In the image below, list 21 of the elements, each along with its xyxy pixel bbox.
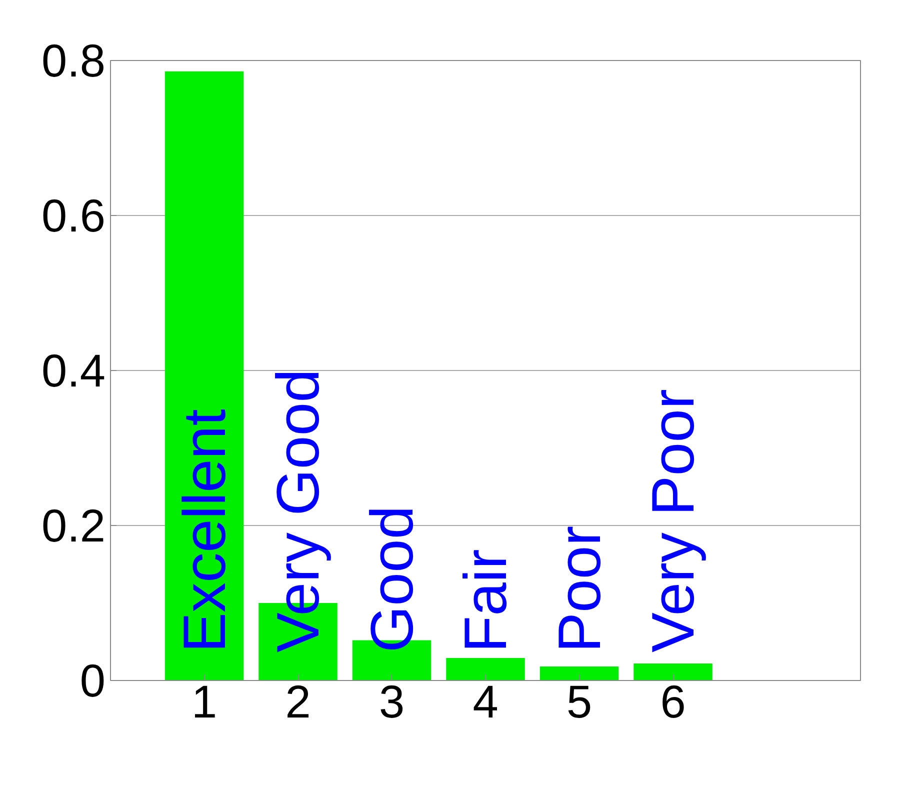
y-tick-label: 0.4 bbox=[42, 344, 106, 396]
y-tick-label: 0.6 bbox=[42, 190, 106, 242]
y-tick-label: 0.8 bbox=[42, 34, 106, 86]
bar bbox=[634, 663, 712, 680]
y-tick-label: 0 bbox=[80, 654, 106, 706]
x-tick-label: 6 bbox=[660, 676, 686, 728]
annotation: Very Poor bbox=[640, 389, 706, 652]
annotation: Very Good bbox=[264, 368, 332, 652]
annotation: Good bbox=[358, 506, 426, 652]
x-tick-label: 4 bbox=[472, 676, 498, 728]
bar bbox=[446, 658, 525, 680]
bar bbox=[540, 666, 619, 680]
annotation: Excellent bbox=[170, 408, 238, 652]
x-tick-label: 2 bbox=[285, 676, 311, 728]
x-tick-label: 3 bbox=[378, 676, 405, 728]
bar bbox=[164, 71, 244, 680]
x-tick-label: 5 bbox=[566, 676, 592, 728]
x-tick-label: 1 bbox=[191, 676, 218, 728]
y-tick-label: 0.2 bbox=[42, 500, 106, 552]
annotation: Poor bbox=[546, 526, 613, 652]
annotation: Fair bbox=[452, 549, 519, 652]
